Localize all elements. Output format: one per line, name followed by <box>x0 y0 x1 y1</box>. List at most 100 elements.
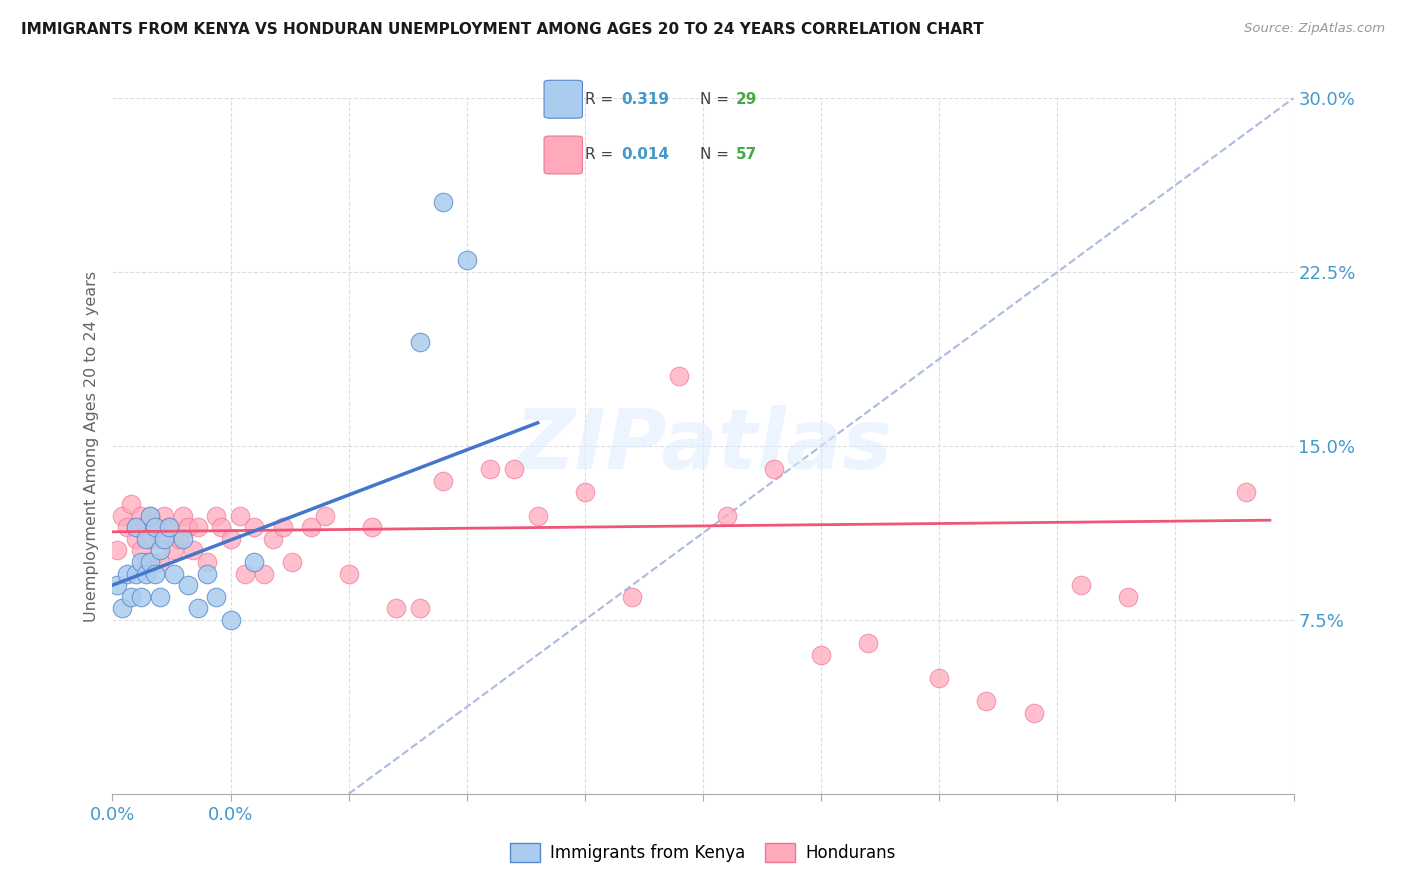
Point <box>385 601 408 615</box>
Point <box>432 195 454 210</box>
Point <box>229 508 252 523</box>
Point <box>135 532 157 546</box>
Text: 29: 29 <box>735 92 758 107</box>
Point <box>243 520 266 534</box>
Text: 0.014: 0.014 <box>621 147 669 162</box>
Point <box>253 566 276 581</box>
Point <box>621 590 644 604</box>
Point <box>125 520 148 534</box>
Point <box>337 566 360 581</box>
Point <box>479 462 502 476</box>
Legend: Immigrants from Kenya, Hondurans: Immigrants from Kenya, Hondurans <box>503 837 903 869</box>
Point <box>163 566 186 581</box>
Point <box>105 543 128 558</box>
Point <box>281 555 304 569</box>
Text: IMMIGRANTS FROM KENYA VS HONDURAN UNEMPLOYMENT AMONG AGES 20 TO 24 YEARS CORRELA: IMMIGRANTS FROM KENYA VS HONDURAN UNEMPL… <box>21 22 984 37</box>
Point <box>181 543 204 558</box>
FancyBboxPatch shape <box>544 80 582 119</box>
Point <box>111 601 134 615</box>
Point <box>299 520 322 534</box>
Point <box>129 555 152 569</box>
Point <box>149 543 172 558</box>
Point <box>149 555 172 569</box>
Point <box>115 520 138 534</box>
Point <box>149 590 172 604</box>
Point <box>858 636 880 650</box>
Point <box>195 555 218 569</box>
Point <box>153 508 176 523</box>
Point <box>262 532 284 546</box>
Point <box>219 613 242 627</box>
Point <box>408 334 430 349</box>
Point <box>1234 485 1257 500</box>
Point <box>105 578 128 592</box>
Point <box>157 520 180 534</box>
Point <box>129 508 152 523</box>
Point <box>526 508 548 523</box>
Point <box>503 462 526 476</box>
Point <box>139 532 162 546</box>
Point <box>271 520 294 534</box>
Point <box>153 532 176 546</box>
Point <box>129 590 152 604</box>
Point <box>139 508 162 523</box>
Point <box>125 532 148 546</box>
Point <box>219 532 242 546</box>
Point <box>408 601 430 615</box>
Point <box>111 508 134 523</box>
Point <box>125 520 148 534</box>
Point <box>195 566 218 581</box>
Point <box>668 369 690 384</box>
Text: R =: R = <box>585 92 619 107</box>
Point <box>762 462 785 476</box>
Point <box>205 590 228 604</box>
Point <box>432 474 454 488</box>
Point <box>129 543 152 558</box>
Point <box>186 520 208 534</box>
Point <box>172 532 194 546</box>
Point <box>167 532 190 546</box>
Point <box>139 555 162 569</box>
Text: R =: R = <box>585 147 619 162</box>
Point <box>135 555 157 569</box>
Point <box>1022 706 1045 720</box>
Point <box>115 566 138 581</box>
Point <box>361 520 384 534</box>
Point <box>120 590 142 604</box>
Point <box>976 694 998 708</box>
FancyBboxPatch shape <box>544 136 582 174</box>
Point <box>1116 590 1139 604</box>
Point <box>1070 578 1092 592</box>
Point <box>135 566 157 581</box>
Point <box>209 520 232 534</box>
Point <box>125 566 148 581</box>
Text: N =: N = <box>700 147 734 162</box>
Text: 0.319: 0.319 <box>621 92 669 107</box>
Point <box>139 508 162 523</box>
Text: 57: 57 <box>735 147 758 162</box>
Text: Source: ZipAtlas.com: Source: ZipAtlas.com <box>1244 22 1385 36</box>
Point <box>177 578 200 592</box>
Point <box>172 508 194 523</box>
Point <box>135 520 157 534</box>
Text: ZIPatlas: ZIPatlas <box>515 406 891 486</box>
Point <box>314 508 336 523</box>
Point <box>233 566 256 581</box>
Point <box>177 520 200 534</box>
Text: N =: N = <box>700 92 734 107</box>
Point <box>928 671 950 685</box>
Point <box>149 532 172 546</box>
Point <box>456 253 478 268</box>
Point <box>810 648 832 662</box>
Point <box>143 520 166 534</box>
Point <box>716 508 738 523</box>
Point <box>157 520 180 534</box>
Point <box>205 508 228 523</box>
Point <box>163 543 186 558</box>
Point <box>186 601 208 615</box>
Point <box>143 566 166 581</box>
Point <box>243 555 266 569</box>
Point <box>143 520 166 534</box>
Y-axis label: Unemployment Among Ages 20 to 24 years: Unemployment Among Ages 20 to 24 years <box>83 270 98 622</box>
Point <box>120 497 142 511</box>
